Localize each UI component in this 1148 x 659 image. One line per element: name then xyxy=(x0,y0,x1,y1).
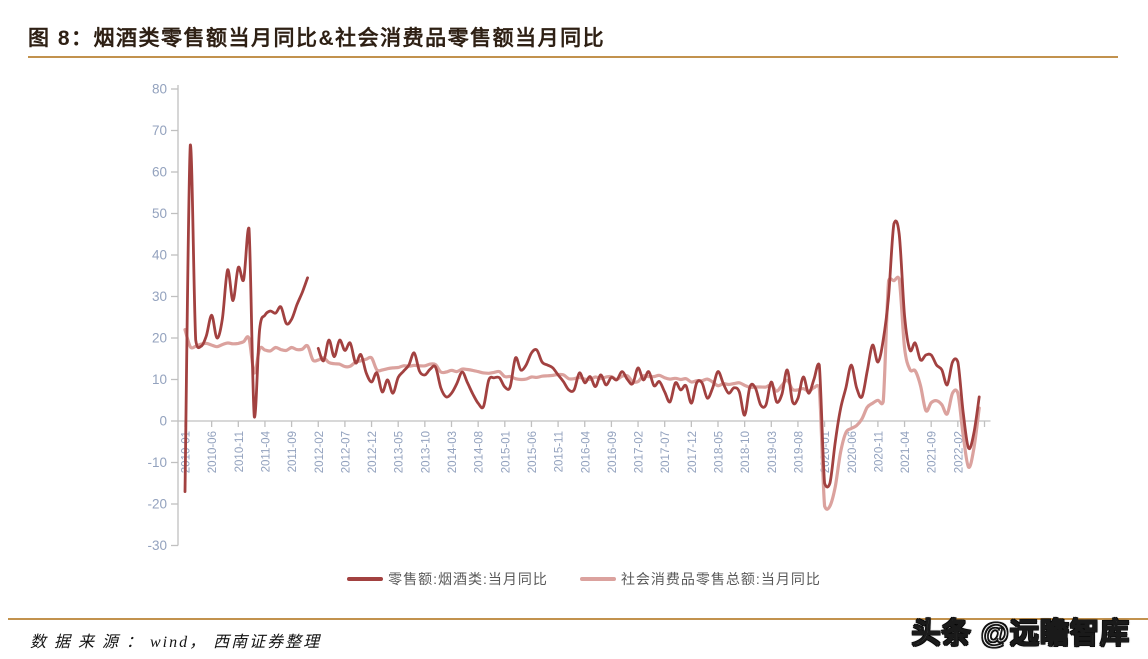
x-tick-label: 2019-08 xyxy=(793,431,805,473)
x-tick-label: 2012-02 xyxy=(314,431,326,473)
y-tick-label: 70 xyxy=(152,123,167,138)
x-tick-label: 2017-07 xyxy=(660,431,672,473)
x-tick-label: 2014-08 xyxy=(474,431,486,473)
x-tick-label: 2012-12 xyxy=(367,431,379,473)
y-tick-label: -10 xyxy=(147,455,167,470)
data-source-note: 数 据 来 源 ： wind， 西南证券整理 xyxy=(30,634,322,651)
chart-legend: 零售额:烟酒类:当月同比 社会消费品零售总额:当月同比 xyxy=(178,569,990,589)
legend-swatch-pink xyxy=(579,577,616,581)
series-tobacco-alcohol-line xyxy=(183,143,981,493)
x-tick-label: 2017-12 xyxy=(687,431,699,473)
x-tick-label: 2018-05 xyxy=(714,431,726,473)
bottom-gold-rule xyxy=(8,618,1148,620)
y-tick-label: 80 xyxy=(152,82,167,97)
x-tick-label: 2016-04 xyxy=(580,430,592,473)
x-tick-label: 2011-09 xyxy=(287,431,299,472)
y-tick-label: 20 xyxy=(152,331,167,346)
x-tick-label: 2017-02 xyxy=(634,431,646,473)
x-tick-label: 2018-10 xyxy=(740,431,752,473)
legend-swatch-dark-red xyxy=(347,577,384,581)
figure-title: 图 8：烟酒类零售额当月同比&社会消费品零售额当月同比 xyxy=(28,27,606,50)
y-tick-label: 50 xyxy=(152,206,167,221)
legend-label-tobacco-alcohol: 零售额:烟酒类:当月同比 xyxy=(388,571,548,587)
y-axis: 80 70 60 50 40 30 20 10 0 -10 -20 -30 xyxy=(147,82,179,553)
x-tick-label: 2015-01 xyxy=(500,431,512,473)
y-tick-label: 10 xyxy=(152,372,167,387)
x-tick-label: 2021-09 xyxy=(927,431,939,473)
x-tick-label: 2022-02 xyxy=(953,431,965,473)
y-tick-label: 40 xyxy=(152,248,167,263)
y-tick-label: -30 xyxy=(147,538,167,553)
y-tick-label: 60 xyxy=(152,165,167,180)
x-tick-label: 2014-03 xyxy=(447,431,459,473)
legend-label-total-retail: 社会消费品零售总额:当月同比 xyxy=(620,571,821,587)
x-tick-label: 2011-04 xyxy=(260,430,272,472)
y-tick-label: 30 xyxy=(152,289,167,304)
y-tick-label: 0 xyxy=(159,414,167,429)
x-tick-label: 2010-06 xyxy=(207,431,219,473)
legend-item-tobacco-alcohol: 零售额:烟酒类:当月同比 xyxy=(347,569,548,589)
watermark-toutiao-yuanzhan: 头条 @远瞻智库 xyxy=(911,617,1130,650)
x-tick-label: 2010-11 xyxy=(234,431,246,472)
x-tick-label: 2012-07 xyxy=(340,431,352,473)
x-tick-label: 2013-05 xyxy=(394,431,406,473)
x-tick-label: 2021-04 xyxy=(900,430,912,473)
x-tick-label: 2015-11 xyxy=(554,431,566,472)
x-tick-label: 2019-03 xyxy=(767,431,779,473)
x-tick-label: 2016-09 xyxy=(607,431,619,473)
x-tick-label: 2013-10 xyxy=(420,431,432,473)
x-tick-label: 2020-06 xyxy=(847,431,859,473)
y-tick-label: -20 xyxy=(147,497,167,512)
x-axis: 2010-01 2010-06 2010-11 2011-04 2011-09 2012-… xyxy=(178,420,991,473)
series-total-retail-line xyxy=(183,275,981,511)
x-tick-label: 2015-06 xyxy=(527,431,539,473)
legend-item-total-retail: 社会消费品零售总额:当月同比 xyxy=(579,569,821,589)
x-tick-label: 2020-11 xyxy=(873,431,885,472)
title-gold-rule xyxy=(28,56,1118,58)
